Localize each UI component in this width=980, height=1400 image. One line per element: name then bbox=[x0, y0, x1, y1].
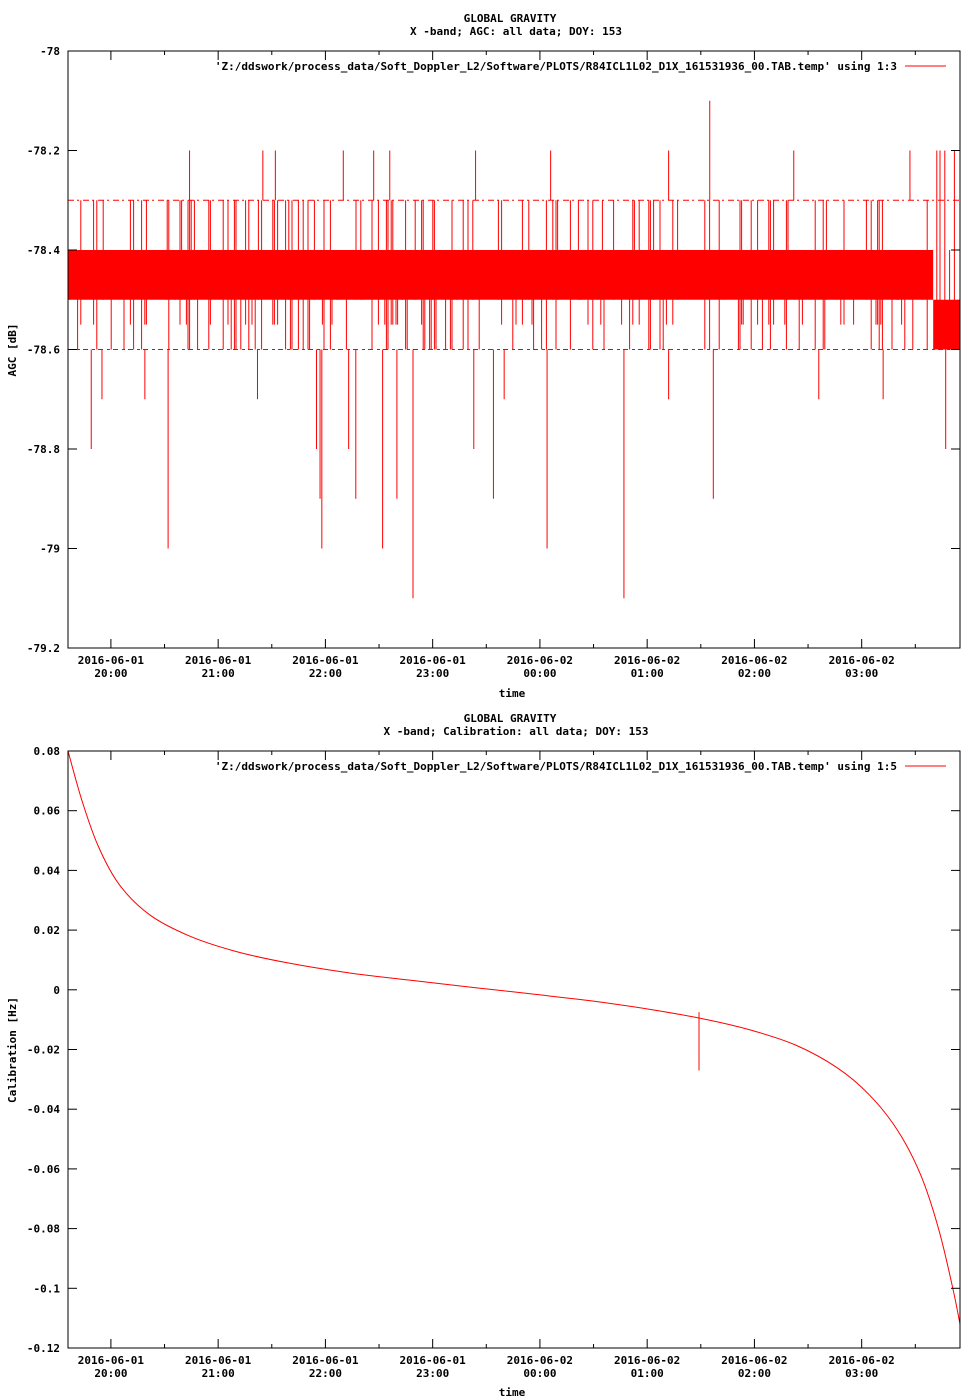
x-tick-label-date: 2016-06-02 bbox=[507, 654, 573, 667]
calibration-y-ticks: 0.08 0.06 0.04 0.02 0 -0.02 -0.04 -0.06 -0.08 -0.… bbox=[27, 745, 960, 1355]
x-tick-label-date: 2016-06-01 bbox=[78, 1354, 145, 1367]
calibration-plot-frame bbox=[67, 750, 961, 1349]
y-tick-label: -0.02 bbox=[27, 1044, 60, 1057]
chart-subtitle: X -band; AGC: all data; DOY: 153 bbox=[410, 25, 622, 38]
x-tick-label-time: 23:00 bbox=[416, 667, 449, 680]
calibration-series-layer bbox=[67, 750, 961, 1325]
x-tick-label-date: 2016-06-01 bbox=[292, 1354, 359, 1367]
x-tick-label-date: 2016-06-02 bbox=[829, 1354, 895, 1367]
legend-label: 'Z:/ddswork/process_data/Soft_Doppler_L2… bbox=[215, 60, 897, 73]
x-tick-label-time: 03:00 bbox=[845, 667, 878, 680]
x-tick-label-date: 2016-06-02 bbox=[507, 1354, 573, 1367]
y-tick-label: 0.08 bbox=[34, 745, 61, 758]
agc-x-ticks: 2016-06-0120:002016-06-0121:002016-06-01… bbox=[78, 51, 916, 680]
x-tick-label-time: 20:00 bbox=[94, 667, 127, 680]
x-axis-label: time bbox=[499, 687, 526, 700]
legend-label: 'Z:/ddswork/process_data/Soft_Doppler_L2… bbox=[215, 760, 897, 773]
y-tick-label: -78.4 bbox=[27, 244, 60, 257]
agc-late-band bbox=[933, 299, 960, 350]
chart-title: GLOBAL GRAVITY bbox=[464, 12, 557, 25]
calibration-x-ticks: 2016-06-0120:002016-06-0121:002016-06-01… bbox=[78, 751, 916, 1380]
x-tick-label-time: 00:00 bbox=[523, 667, 556, 680]
chart-title: GLOBAL GRAVITY bbox=[464, 712, 557, 725]
agc-noise-strokes bbox=[69, 150, 960, 350]
y-tick-label: -0.08 bbox=[27, 1223, 60, 1236]
y-tick-label: -0.12 bbox=[27, 1342, 60, 1355]
x-tick-label-time: 22:00 bbox=[309, 667, 342, 680]
y-axis-label: AGC [dB] bbox=[6, 324, 19, 377]
y-tick-label: 0.06 bbox=[34, 805, 61, 818]
chart-subtitle: X -band; Calibration: all data; DOY: 153 bbox=[384, 725, 649, 738]
y-tick-label: -78.2 bbox=[27, 145, 60, 158]
x-tick-label-time: 00:00 bbox=[523, 1367, 556, 1380]
x-tick-label-time: 23:00 bbox=[416, 1367, 449, 1380]
y-tick-label: -79.2 bbox=[27, 642, 60, 655]
legend: 'Z:/ddswork/process_data/Soft_Doppler_L2… bbox=[215, 60, 946, 73]
x-tick-label-date: 2016-06-02 bbox=[614, 1354, 680, 1367]
x-tick-label-date: 2016-06-02 bbox=[721, 654, 787, 667]
x-tick-label-time: 01:00 bbox=[631, 1367, 664, 1380]
x-tick-label-time: 02:00 bbox=[738, 1367, 771, 1380]
y-tick-label: 0.02 bbox=[34, 924, 61, 937]
x-tick-label-date: 2016-06-01 bbox=[185, 1354, 252, 1367]
x-tick-label-date: 2016-06-01 bbox=[78, 654, 145, 667]
y-tick-label: 0.04 bbox=[34, 864, 61, 877]
agc-y-ticks: -78 -78.2 -78.4 -78.6 -78.8 -79 -79.2 bbox=[27, 45, 960, 655]
x-tick-label-time: 21:00 bbox=[202, 1367, 235, 1380]
x-tick-label-date: 2016-06-01 bbox=[185, 654, 252, 667]
x-tick-label-date: 2016-06-02 bbox=[829, 654, 895, 667]
agc-series-layer bbox=[68, 100, 960, 599]
x-tick-label-time: 03:00 bbox=[845, 1367, 878, 1380]
x-tick-label-time: 02:00 bbox=[738, 667, 771, 680]
y-tick-label: -79 bbox=[40, 543, 60, 556]
x-tick-label-time: 22:00 bbox=[309, 1367, 342, 1380]
y-tick-label: -0.04 bbox=[27, 1103, 60, 1116]
x-axis-label: time bbox=[499, 1386, 526, 1399]
y-tick-label: -78.8 bbox=[27, 443, 60, 456]
y-axis-label: Calibration [Hz] bbox=[6, 997, 19, 1103]
x-tick-label-date: 2016-06-01 bbox=[292, 654, 359, 667]
x-tick-label-time: 21:00 bbox=[202, 667, 235, 680]
x-tick-label-date: 2016-06-01 bbox=[400, 654, 467, 667]
y-tick-label: 0 bbox=[53, 984, 60, 997]
calibration-line bbox=[67, 750, 961, 1325]
x-tick-label-time: 01:00 bbox=[631, 667, 664, 680]
y-tick-label: -0.06 bbox=[27, 1163, 60, 1176]
y-tick-label: -78 bbox=[40, 45, 60, 58]
agc-core-band bbox=[68, 250, 934, 300]
calibration-chart: GLOBAL GRAVITY X -band; Calibration: all… bbox=[6, 712, 961, 1399]
x-tick-label-date: 2016-06-02 bbox=[721, 1354, 787, 1367]
x-tick-label-time: 20:00 bbox=[94, 1367, 127, 1380]
y-tick-label: -78.6 bbox=[27, 344, 60, 357]
y-tick-label: -0.1 bbox=[34, 1282, 61, 1295]
x-tick-label-date: 2016-06-02 bbox=[614, 654, 680, 667]
x-tick-label-date: 2016-06-01 bbox=[400, 1354, 467, 1367]
legend: 'Z:/ddswork/process_data/Soft_Doppler_L2… bbox=[215, 760, 946, 773]
agc-chart: GLOBAL GRAVITY X -band; AGC: all data; D… bbox=[6, 12, 961, 700]
